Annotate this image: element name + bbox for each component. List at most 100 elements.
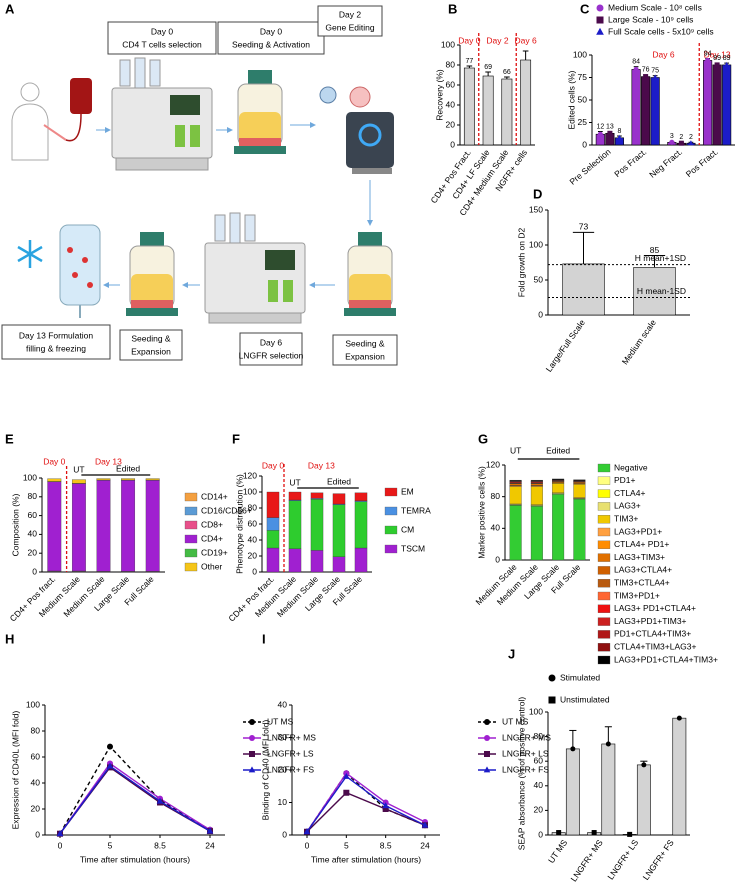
legend-label: LAG3+PD1+: [614, 526, 662, 536]
y-tick-label: 80: [491, 491, 501, 501]
bar: [562, 263, 605, 316]
legend-label: LAG3+CTLA4+: [614, 565, 672, 575]
annotation: UT: [289, 477, 300, 487]
bar-segment: [96, 480, 111, 572]
bar-segment: [310, 550, 324, 573]
legend-label: LNGFR+ MS: [502, 732, 551, 742]
data-point: [421, 821, 429, 828]
line: [59, 745, 211, 835]
data-point: [106, 762, 114, 769]
y-tick-label: 100: [441, 39, 455, 49]
y-tick-label: 20: [278, 764, 288, 774]
legend-label: CD4+: [201, 533, 223, 543]
legend-swatch: [597, 604, 611, 613]
y-tick-label: 80: [31, 725, 41, 735]
bar-segment: [266, 491, 280, 518]
data-point: [652, 74, 658, 80]
bar-segment: [71, 479, 86, 484]
bar-segment: [573, 498, 586, 561]
freezing-bag: [17, 224, 101, 318]
panel-label: E: [5, 431, 14, 446]
data-point: [382, 806, 389, 812]
bar: [641, 76, 651, 146]
x-tick-label: 5: [344, 840, 349, 850]
value-label: 3: [670, 133, 674, 140]
bar-segment: [530, 479, 543, 482]
legend-swatch: [184, 492, 198, 502]
x-tick-label: LNGFR+ FS: [641, 837, 676, 882]
line: [306, 772, 426, 833]
data-point: [641, 762, 647, 768]
legend-swatch: [597, 502, 611, 511]
legend-label: CTLA4+ PD1+: [614, 539, 669, 549]
value-label: 73: [579, 222, 589, 232]
panel-label: I: [262, 631, 266, 646]
panel-label: F: [232, 431, 240, 446]
data-point: [303, 828, 311, 835]
y-tick-label: 25: [578, 117, 588, 127]
data-point: [643, 74, 649, 80]
step-text: Gene Editing: [325, 22, 374, 32]
x-tick-label: 24: [420, 840, 430, 850]
y-axis-label: Marker positive cells (%): [476, 466, 486, 559]
y-axis-label: Fold growth on D2: [516, 228, 526, 298]
legend-marker: [548, 696, 556, 704]
annotation: Day 0: [43, 456, 65, 466]
step-text: Day 0: [260, 26, 282, 36]
line: [59, 762, 211, 835]
y-tick-label: 0: [282, 829, 287, 839]
patient-icon: [11, 82, 67, 161]
data-point: [343, 772, 350, 779]
legend-label: TIM3+CTLA4+: [614, 577, 670, 587]
panel-a-schematic: A Day 0 CD4 T cells selection Day 0 Seed…: [1, 1, 398, 366]
bar: [520, 59, 532, 146]
bar-segment: [47, 481, 62, 572]
legend-label: EM: [401, 486, 414, 496]
y-axis-label: Binding of CD40 (MFI fold): [260, 720, 270, 821]
bar: [712, 64, 722, 146]
annotation: Day 2: [486, 35, 508, 45]
legend-swatch: [384, 525, 398, 535]
step-text: Day 0: [151, 26, 173, 36]
annotation: UT: [510, 445, 521, 455]
legend-swatch: [184, 506, 198, 516]
data-point: [107, 743, 113, 750]
legend-swatch: [597, 515, 611, 524]
bar-segment: [354, 547, 368, 573]
y-tick-label: 0: [495, 554, 500, 564]
step-box: [239, 332, 303, 366]
bar-segment: [288, 491, 302, 501]
bar-segment: [121, 480, 136, 572]
bar-segment: [121, 478, 136, 481]
bar: [565, 748, 580, 836]
bar: [631, 69, 641, 146]
bar-segment: [71, 483, 86, 572]
y-tick-label: 40: [446, 99, 456, 109]
bar-segment: [332, 504, 346, 557]
value-label: 12: [596, 123, 604, 130]
bar-segment: [96, 478, 111, 481]
y-tick-label: 0: [538, 829, 543, 839]
value-label: 76: [642, 67, 650, 74]
bar-segment: [530, 506, 543, 561]
y-tick-label: 100: [23, 472, 37, 482]
bar: [636, 764, 651, 836]
y-tick-label: 60: [31, 751, 41, 761]
data-point: [206, 827, 214, 834]
data-point: [382, 802, 389, 809]
legend-marker: [548, 674, 556, 682]
bar-segment: [530, 483, 543, 486]
x-tick-label: Large/Full Scale: [544, 317, 588, 373]
bar-segment: [145, 480, 160, 572]
y-tick-label: 60: [446, 79, 456, 89]
y-tick-label: 60: [534, 755, 544, 765]
annotation: Day 13: [308, 460, 335, 470]
legend-swatch: [184, 520, 198, 530]
cell-processor: [111, 57, 213, 171]
y-tick-label: 0: [538, 309, 543, 319]
y-tick-label: 20: [31, 803, 41, 813]
legend-swatch: [597, 617, 611, 626]
value-label: 2: [689, 134, 693, 141]
legend-label: TIM3+PD1+: [614, 590, 660, 600]
data-point: [605, 741, 611, 747]
